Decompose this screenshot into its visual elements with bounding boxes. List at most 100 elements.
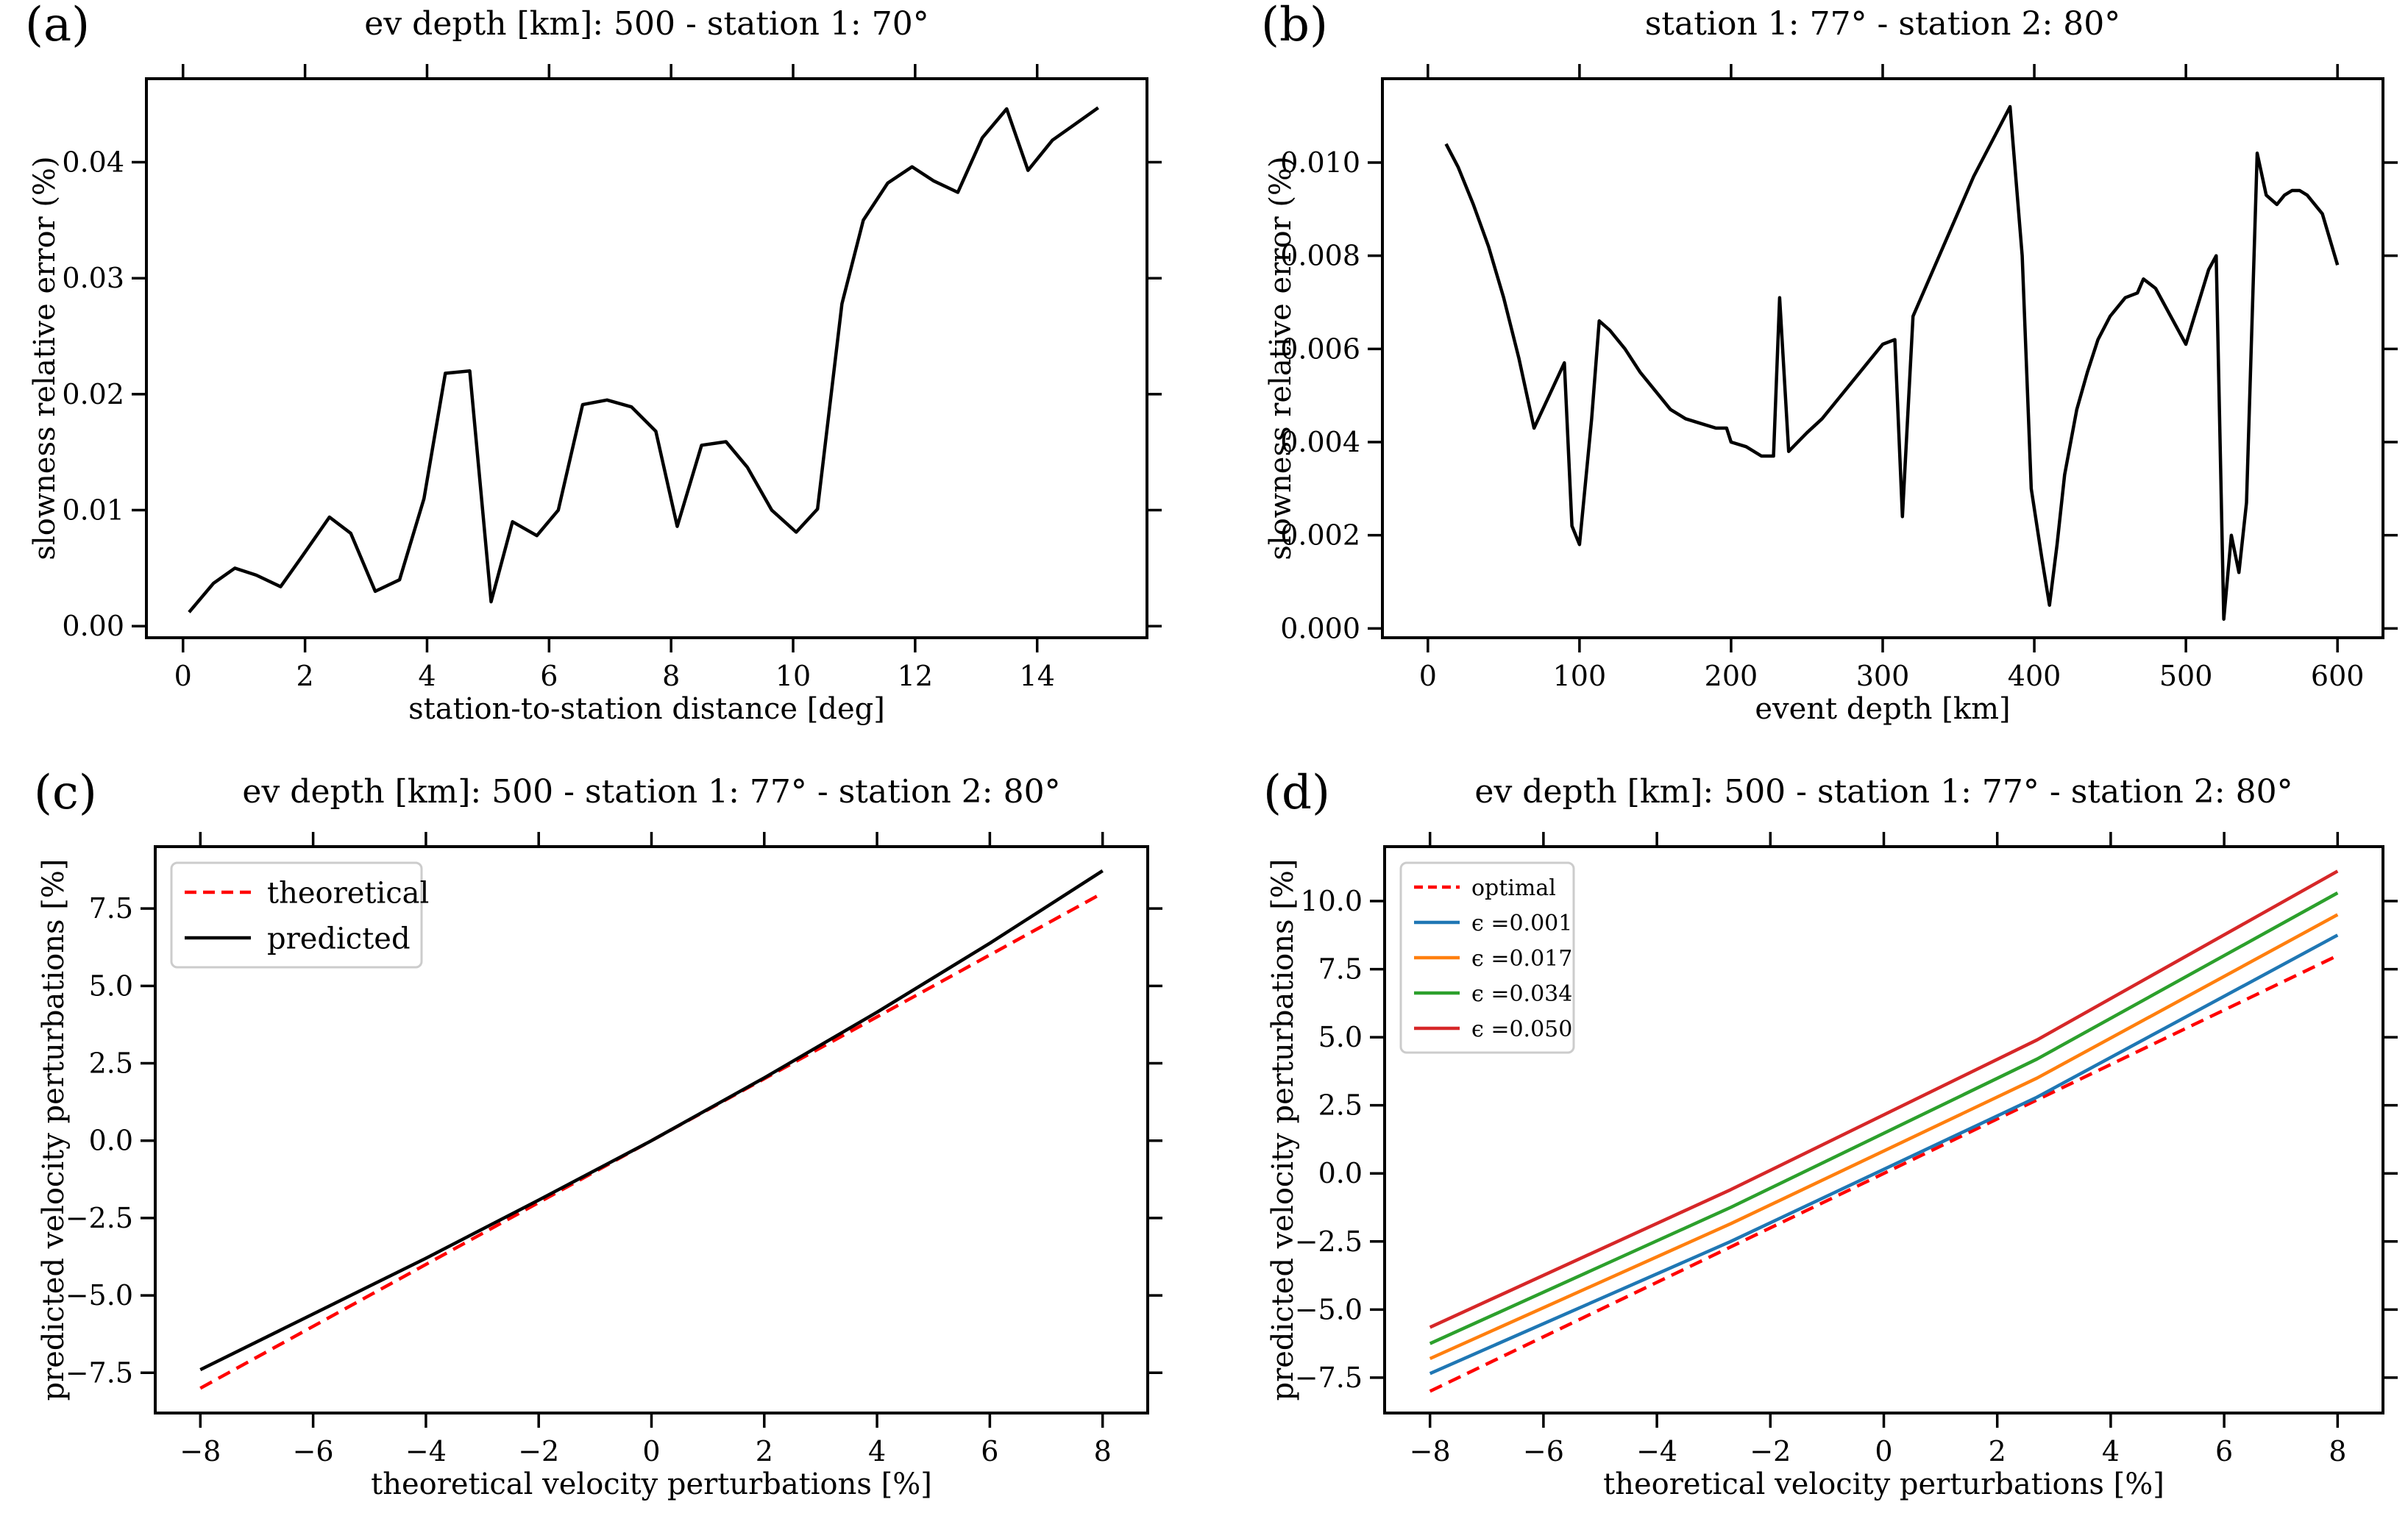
- y-tick-label: 0.01: [62, 494, 124, 527]
- series-line-predicted: [199, 869, 1104, 1372]
- y-tick-label: 0.008: [1280, 240, 1360, 272]
- chart-title: ev depth [km]: 500 - station 1: 70°: [364, 5, 928, 43]
- x-tick-label: 6: [981, 1435, 998, 1467]
- x-tick-label: 500: [2159, 660, 2213, 692]
- x-tick-label: 4: [418, 660, 436, 692]
- x-tick-label: 0: [174, 660, 192, 692]
- legend-entry: optimal: [1471, 875, 1556, 901]
- series-line-0: [188, 106, 1100, 613]
- y-tick-label: 5.0: [89, 969, 133, 1002]
- x-tick-label: 2: [756, 1435, 773, 1467]
- series-line--0-017: [1429, 913, 2339, 1361]
- x-tick-label: 400: [2008, 660, 2061, 692]
- series-line-0: [1444, 104, 2340, 621]
- y-tick-label: 0.010: [1280, 146, 1360, 179]
- x-axis-label: station-to-station distance [deg]: [408, 692, 885, 726]
- y-tick-label: 2.5: [89, 1047, 133, 1080]
- legend-entry: ϵ =0.001: [1471, 911, 1572, 936]
- x-tick-label: −4: [1636, 1435, 1677, 1467]
- y-tick-label: −2.5: [65, 1202, 133, 1234]
- panel-c: (c) ev depth [km]: 500 - station 1: 77° -…: [34, 766, 1162, 1501]
- x-tick-label: 0: [1419, 660, 1437, 692]
- y-tick-label: −2.5: [1295, 1225, 1363, 1258]
- x-tick-label: 0: [642, 1435, 660, 1467]
- panel-label: (b): [1261, 0, 1328, 52]
- y-tick-label: 0.000: [1280, 612, 1360, 644]
- series-group: [1444, 104, 2340, 621]
- x-tick-label: 6: [540, 660, 558, 692]
- series-group: [199, 869, 1104, 1390]
- legend-entry: theoretical: [267, 876, 429, 910]
- x-tick-label: 300: [1856, 660, 1910, 692]
- series-line--0-001: [1429, 933, 2339, 1376]
- panel-label: (d): [1263, 766, 1330, 820]
- x-tick-label: 14: [1020, 660, 1055, 692]
- y-tick-label: 7.5: [89, 892, 133, 925]
- y-tick-label: −5.0: [1295, 1293, 1363, 1325]
- y-tick-label: −7.5: [1295, 1362, 1363, 1394]
- y-tick-label: −7.5: [65, 1356, 133, 1389]
- y-tick-label: 0.0: [89, 1125, 133, 1157]
- x-tick-label: 4: [868, 1435, 886, 1467]
- legend-box: [1399, 861, 1575, 1054]
- series-line--0-050: [1429, 869, 2339, 1329]
- legend-entry: predicted: [267, 922, 411, 955]
- legend-entry: ϵ =0.034: [1471, 981, 1572, 1007]
- series-group: [188, 106, 1100, 613]
- x-tick-label: 2: [1989, 1435, 2006, 1467]
- panel-label: (c): [34, 766, 97, 820]
- legend: theoretical predicted: [170, 861, 429, 969]
- y-tick-label: 0.004: [1280, 426, 1360, 458]
- x-tick-label: −2: [1750, 1435, 1791, 1467]
- x-tick-label: −4: [405, 1435, 447, 1467]
- y-axis-label: slowness relative error (%): [1264, 156, 1298, 560]
- y-tick-label: 0.006: [1280, 332, 1360, 365]
- x-tick-label: 4: [2102, 1435, 2120, 1467]
- y-tick-label: −5.0: [65, 1279, 133, 1312]
- y-axis-label: predicted velocity perturbations [%]: [1266, 859, 1300, 1401]
- x-tick-label: −8: [1410, 1435, 1451, 1467]
- panel-a: (a) ev depth [km]: 500 - station 1: 70° 0 2…: [25, 0, 1162, 726]
- y-axis-label: slowness relative error (%): [28, 156, 62, 560]
- y-tick-label: 5.0: [1318, 1021, 1363, 1053]
- y-tick-label: 10.0: [1300, 885, 1363, 917]
- panel-b: (b) station 1: 77° - station 2: 80° 0 100 20…: [1261, 0, 2398, 726]
- chart-title: ev depth [km]: 500 - station 1: 77° - st…: [242, 773, 1060, 811]
- x-tick-label: −6: [1523, 1435, 1564, 1467]
- x-tick-label: 8: [2329, 1435, 2346, 1467]
- x-tick-label: 10: [775, 660, 811, 692]
- y-tick-label: 0.02: [62, 378, 124, 410]
- x-tick-label: 8: [662, 660, 680, 692]
- x-tick-label: −8: [180, 1435, 221, 1467]
- y-tick-label: 2.5: [1318, 1089, 1363, 1122]
- x-tick-label: 6: [2215, 1435, 2233, 1467]
- series-group: [1429, 869, 2339, 1393]
- y-tick-label: 7.5: [1318, 953, 1363, 986]
- plot-frame: [1381, 77, 2384, 639]
- x-tick-label: 200: [1705, 660, 1758, 692]
- chart-title: ev depth [km]: 500 - station 1: 77° - st…: [1474, 773, 2292, 811]
- series-line-theoretical: [199, 892, 1104, 1390]
- panel-d: (d) ev depth [km]: 500 - station 1: 77° -…: [1263, 766, 2398, 1501]
- y-tick-label: 0.0: [1318, 1157, 1363, 1189]
- legend-box: [170, 861, 423, 969]
- legend: optimal ϵ =0.001 ϵ =0.017 ϵ =0.034 ϵ =0.050: [1399, 861, 1575, 1054]
- x-tick-label: 0: [1875, 1435, 1892, 1467]
- y-tick-label: 0.002: [1280, 519, 1360, 552]
- legend-entry: ϵ =0.050: [1471, 1017, 1572, 1042]
- x-axis-label: theoretical velocity perturbations [%]: [1603, 1467, 2164, 1501]
- y-tick-label: 0.00: [62, 610, 124, 642]
- x-tick-label: 2: [296, 660, 314, 692]
- y-tick-label: 0.04: [62, 146, 124, 179]
- series-line-optimal: [1429, 954, 2339, 1393]
- x-tick-label: 100: [1553, 660, 1607, 692]
- x-tick-label: 600: [2311, 660, 2365, 692]
- x-axis-label: event depth [km]: [1755, 692, 2010, 726]
- x-tick-label: 12: [898, 660, 933, 692]
- plot-frame: [145, 77, 1148, 639]
- x-tick-label: −2: [518, 1435, 559, 1467]
- y-axis-label: predicted velocity perturbations [%]: [37, 859, 71, 1401]
- series-line--0-034: [1429, 891, 2339, 1345]
- chart-title: station 1: 77° - station 2: 80°: [1645, 5, 2121, 43]
